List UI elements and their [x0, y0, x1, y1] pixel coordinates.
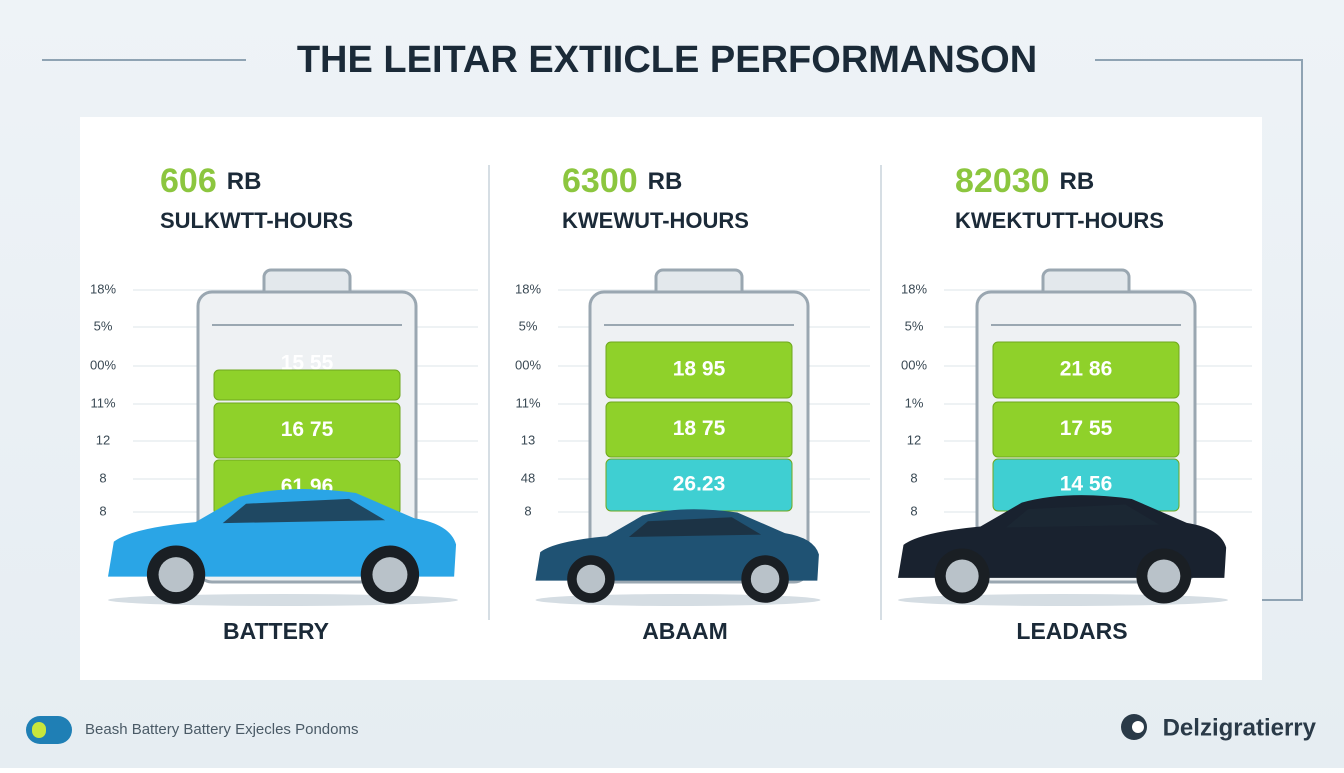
axis-label: 5%: [519, 318, 538, 333]
car-rim: [945, 559, 979, 593]
segment-label: 26.23: [673, 473, 726, 496]
axis-label: 8: [99, 470, 106, 485]
panel-subtitle: KWEKTUTT-HOURS: [955, 208, 1164, 233]
panels: 606 RB SULKWTT-HOURS 18% 5% 00% 11% 12 8 8 15 55 16…: [90, 162, 1252, 644]
segment-label: 14 56: [1060, 473, 1113, 496]
segment-label: 18 75: [673, 417, 726, 440]
value-unit: RB: [1060, 168, 1095, 195]
panel-subtitle: SULKWTT-HOURS: [160, 208, 353, 233]
car-rim: [576, 564, 606, 594]
car-shadow: [898, 594, 1228, 606]
brand: Delzigratierry: [1163, 714, 1317, 741]
panel-value: 6300 RB: [562, 162, 682, 200]
axis-label: 8: [524, 503, 531, 518]
value-number: 6300: [562, 162, 638, 200]
panel: 82030 RB KWEKTUTT-HOURS 18% 5% 00% 1% 12 8 8 21 86…: [898, 162, 1252, 644]
axis-label: 8: [99, 503, 106, 518]
car-window: [628, 517, 762, 538]
car-shadow: [535, 594, 821, 606]
axis-label: 18%: [515, 281, 541, 296]
footer-caption: Beash Battery Battery Exjecles Pondoms: [85, 721, 358, 738]
axis-label: 8: [910, 503, 917, 518]
segment-label: 16 75: [281, 418, 334, 441]
axis-label: 12: [96, 432, 110, 447]
panel: 6300 RB KWEWUT-HOURS 18% 5% 00% 11% 13 48 8 18 95 1…: [515, 162, 870, 644]
footer-icon-tip: [32, 722, 46, 738]
car-rim: [1147, 559, 1181, 593]
axis-label: 18%: [901, 281, 927, 296]
car-rim: [158, 557, 194, 593]
car-shadow: [108, 594, 458, 606]
panel-label: ABAAM: [642, 618, 728, 644]
axis-label: 11%: [90, 395, 115, 410]
axis-label: 5%: [94, 318, 113, 333]
axis-label: 1%: [905, 395, 924, 410]
panel-value: 82030 RB: [955, 162, 1094, 200]
battery-segment: [992, 401, 1180, 458]
axis-label: 18%: [90, 281, 116, 296]
battery-segment: [213, 402, 401, 459]
axis-label: 48: [521, 470, 535, 485]
segment-label: 15 55: [281, 352, 334, 375]
segment-label: 21 86: [1060, 358, 1113, 381]
axis-label: 00%: [901, 357, 927, 372]
car-window: [1006, 504, 1160, 528]
axis-label: 00%: [515, 357, 541, 372]
axis-label: 00%: [90, 357, 116, 372]
battery-segment: [605, 401, 793, 458]
panel-label: LEADARS: [1016, 618, 1127, 644]
panel: 606 RB SULKWTT-HOURS 18% 5% 00% 11% 12 8 8 15 55 16…: [90, 162, 478, 644]
title: THE LEITAR EXTIICLE PERFORMANSON: [297, 39, 1037, 81]
panel-label: BATTERY: [223, 618, 329, 644]
battery-segment: [605, 341, 793, 399]
value-unit: RB: [227, 168, 262, 195]
value-number: 606: [160, 162, 217, 200]
battery-segment: [213, 369, 401, 401]
brand-logo-inner: [1132, 721, 1144, 733]
value-number: 82030: [955, 162, 1050, 200]
segment-label: 18 95: [673, 358, 726, 381]
axis-label: 8: [910, 470, 917, 485]
panel-subtitle: KWEWUT-HOURS: [562, 208, 749, 233]
battery-segment: [992, 341, 1180, 399]
panel-value: 606 RB: [160, 162, 261, 200]
axis-label: 11%: [515, 395, 540, 410]
axis-label: 13: [521, 432, 535, 447]
car-rim: [750, 564, 780, 594]
axis-label: 5%: [905, 318, 924, 333]
car-window: [222, 498, 386, 524]
segment-label: 17 55: [1060, 417, 1113, 440]
title-rule: [1095, 59, 1303, 601]
car-rim: [372, 557, 408, 593]
axis-label: 12: [907, 432, 921, 447]
value-unit: RB: [648, 168, 683, 195]
